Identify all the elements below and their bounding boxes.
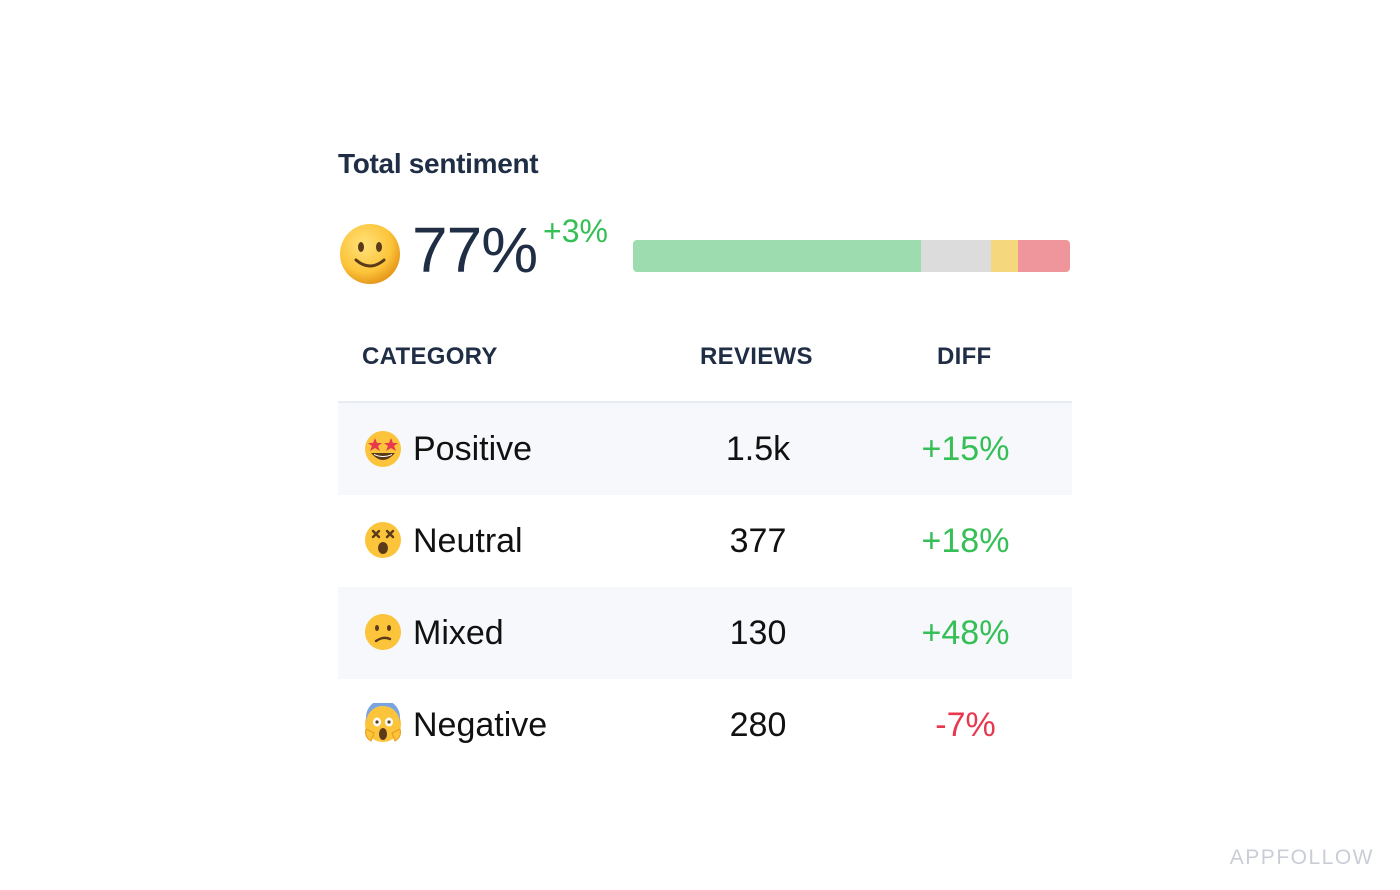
dizzy-face-icon [365,522,401,558]
category-label: Negative [413,706,548,744]
diff-value: +18% [921,522,1010,560]
table-header: CATEGORY REVIEWS DIFF [338,333,1072,403]
column-header-category: CATEGORY [362,343,498,370]
reviews-count: 130 [729,614,787,652]
slightly-smiling-face-icon [340,224,400,284]
star-struck-face-icon [365,431,401,467]
sentiment-diff: +3% [543,213,608,249]
column-header-diff: DIFF [937,343,992,370]
reviews-count: 280 [729,706,787,744]
sentiment-percent: 77% [412,214,538,286]
reviews-count: 1.5k [725,430,791,468]
confused-face-icon [365,614,401,650]
category-label: Positive [413,430,533,468]
sentiment-summary: 77% +3% [338,212,1072,292]
diff-value: -7% [935,706,996,744]
card-title: Total sentiment [338,148,539,179]
table-row: Neutral 377 +18% [338,495,1072,587]
category-label: Mixed [413,614,504,652]
table-row: Mixed 130 +48% [338,587,1072,679]
table-row: Positive 1.5k +15% [338,403,1072,495]
distribution-segment-neutral [921,240,992,272]
screaming-face-icon [365,703,401,742]
diff-value: +15% [921,430,1010,468]
category-label: Neutral [413,522,523,560]
appfollow-watermark: APPFOLLOW [1229,846,1374,869]
diff-value: +48% [921,614,1010,652]
table-body: Positive 1.5k +15% Neutral 377 +18% [338,403,1072,771]
distribution-segment-negative [1017,240,1070,272]
reviews-count: 377 [729,522,787,560]
distribution-segment-positive [633,240,922,272]
table-row: Negative 280 -7% [338,679,1072,771]
sentiment-distribution-bar [633,240,1070,272]
column-header-reviews: REVIEWS [700,343,813,370]
distribution-segment-mixed [991,240,1018,272]
